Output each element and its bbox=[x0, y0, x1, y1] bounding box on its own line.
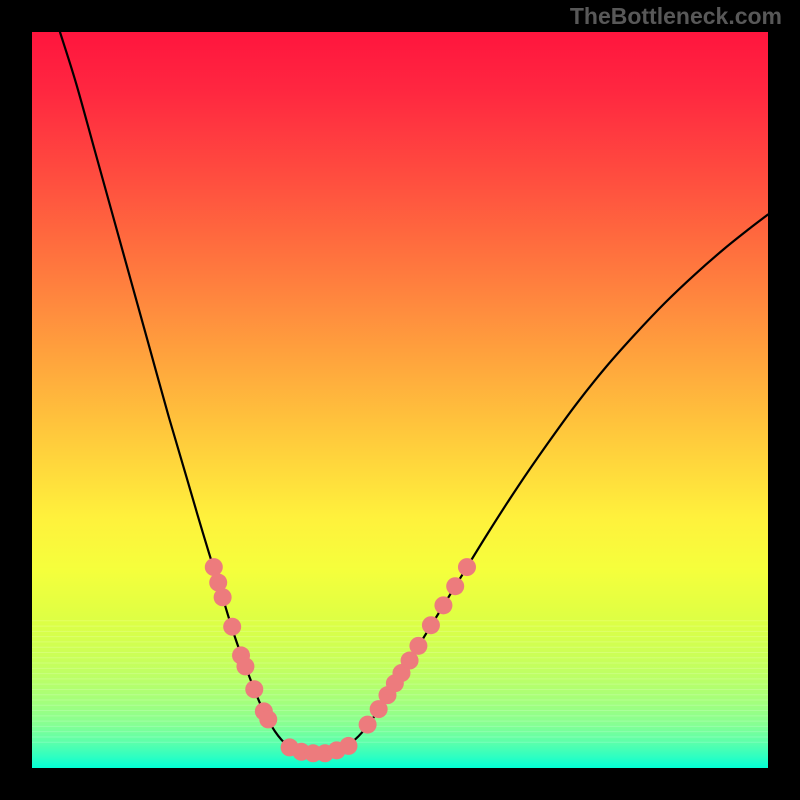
marker-left-3 bbox=[223, 618, 241, 636]
watermark-text: TheBottleneck.com bbox=[570, 3, 782, 30]
marker-right-6 bbox=[409, 637, 427, 655]
marker-left-0 bbox=[205, 558, 223, 576]
marker-right-8 bbox=[434, 596, 452, 614]
marker-left-2 bbox=[214, 588, 232, 606]
chart-container: { "canvas": { "width": 800, "height": 80… bbox=[0, 0, 800, 800]
marker-bottom-5 bbox=[339, 737, 357, 755]
marker-right-7 bbox=[422, 616, 440, 634]
marker-left-5 bbox=[236, 657, 254, 675]
marker-right-10 bbox=[458, 558, 476, 576]
marker-right-0 bbox=[359, 716, 377, 734]
marker-left-8 bbox=[259, 710, 277, 728]
curve-layer bbox=[32, 32, 768, 768]
marker-right-9 bbox=[446, 577, 464, 595]
plot-area bbox=[32, 32, 768, 768]
marker-left-6 bbox=[245, 680, 263, 698]
